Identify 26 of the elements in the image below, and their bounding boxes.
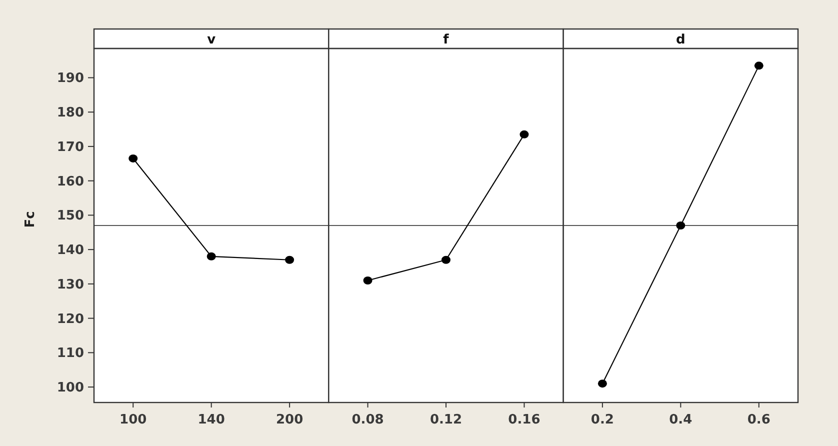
chart-title: f — [443, 32, 450, 48]
y-tick-label: 100 — [56, 380, 84, 396]
x-tick-label: 0.2 — [590, 412, 614, 428]
y-tick-label: 170 — [56, 140, 84, 155]
x-tick-label: 0.08 — [352, 412, 384, 428]
y-tick-label: 160 — [56, 174, 84, 190]
y-tick-label: 120 — [56, 312, 84, 327]
y-tick-label: 140 — [56, 243, 84, 258]
x-tick-label: 0.4 — [669, 412, 692, 428]
x-tick-label: 0.16 — [508, 412, 540, 428]
y-tick-label: 130 — [56, 277, 84, 292]
y-tick-label: 110 — [56, 346, 84, 362]
x-tick-label: 200 — [276, 412, 304, 428]
point — [128, 154, 138, 162]
x-tick-label: 140 — [198, 412, 225, 428]
x-tick-label: 100 — [120, 412, 147, 428]
y-tick-label: 180 — [56, 106, 84, 121]
point — [206, 252, 216, 260]
y-tick-label: 190 — [56, 71, 84, 86]
chart-title: v — [207, 32, 216, 48]
x-tick-label: 0.12 — [430, 412, 462, 428]
point — [285, 256, 294, 264]
y-axis-title: Fc — [23, 211, 38, 228]
chart-title: d — [676, 32, 686, 48]
x-tick-label: 0.6 — [747, 412, 770, 428]
y-tick-label: 150 — [56, 208, 84, 224]
